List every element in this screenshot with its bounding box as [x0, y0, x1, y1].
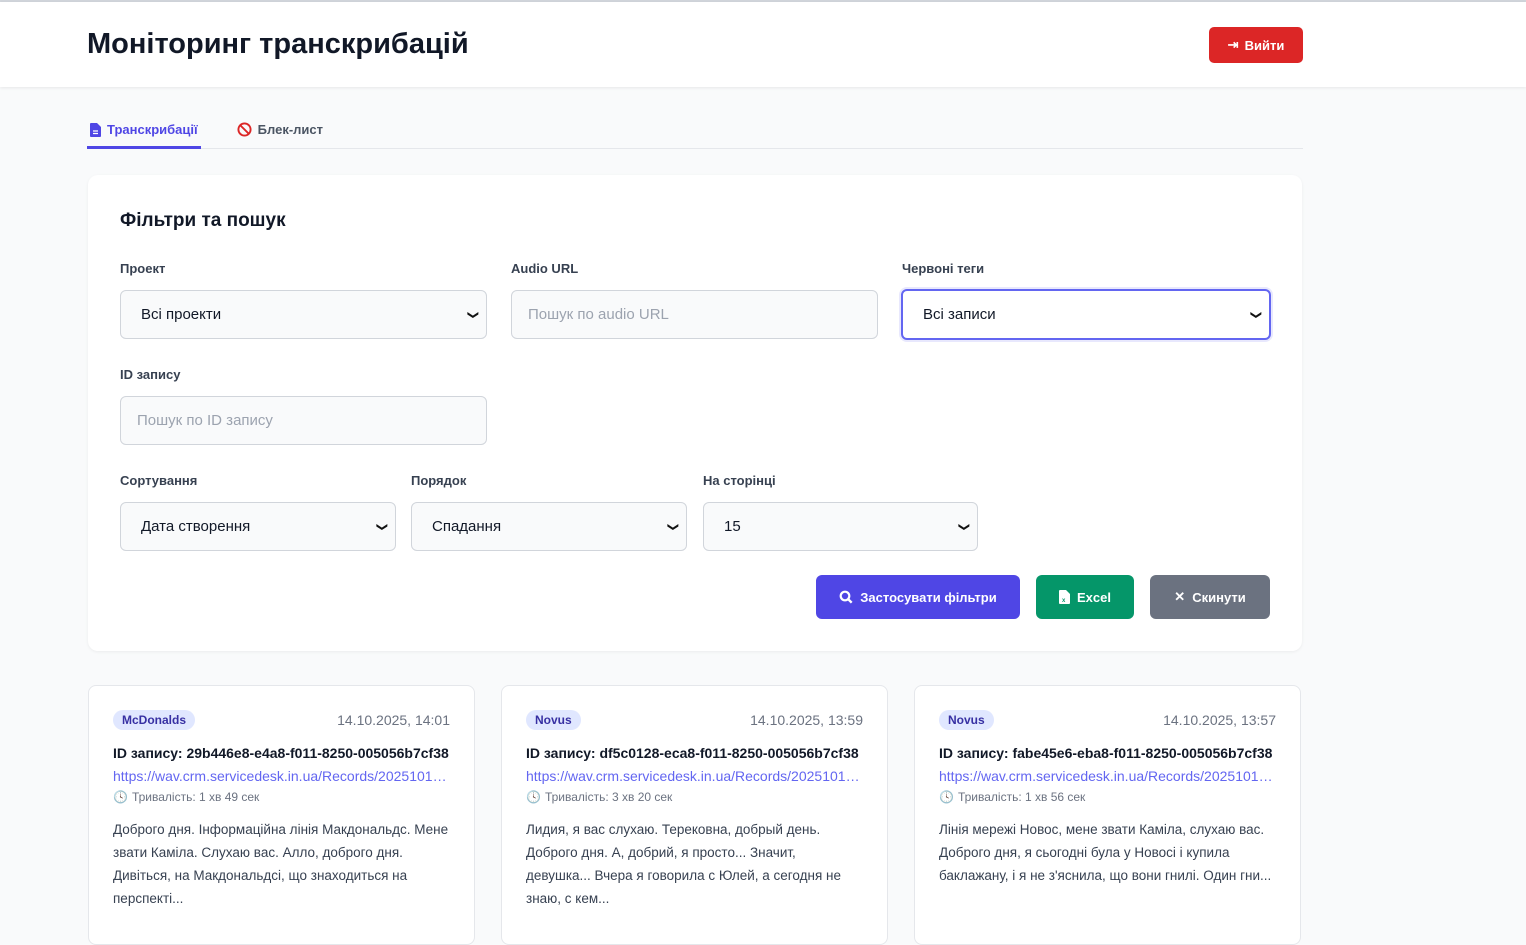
select-value: Всі записи: [923, 306, 996, 323]
record-id: ID запису: df5c0128-eca8-f011-8250-00505…: [526, 745, 859, 761]
filters-heading: Фільтри та пошук: [120, 210, 286, 231]
sign-out-icon: ⇥: [1227, 37, 1239, 52]
record-date: 14.10.2025, 13:57: [1163, 712, 1276, 728]
select-value: Всі проекти: [141, 306, 222, 323]
tab-label: Блек-лист: [257, 122, 324, 137]
transcript-preview: Лидия, я вас слухаю. Терековна, добрый д…: [526, 822, 842, 906]
project-label: Проект: [120, 261, 166, 276]
logout-label: Вийти: [1244, 37, 1285, 53]
select-value: Дата створення: [141, 518, 251, 535]
filters-card: Фільтри та пошук Проект Всі проекти ❯ Aud…: [88, 175, 1302, 651]
tabs: Транскрибації Блек-лист: [87, 110, 1303, 149]
file-excel-icon: x: [1059, 590, 1070, 604]
record-id-label: ID запису: [120, 367, 181, 382]
button-label: Застосувати фільтри: [860, 589, 997, 605]
tab-blacklist[interactable]: Блек-лист: [234, 110, 326, 149]
record-card[interactable]: Novus 14.10.2025, 13:59 ID запису: df5c0…: [501, 685, 888, 945]
header: Моніторинг транскрибацій ⇥ Вийти: [0, 2, 1526, 87]
project-badge: McDonalds: [113, 710, 196, 730]
chevron-down-icon: ❯: [1249, 309, 1262, 320]
clock-icon: 🕓: [113, 790, 128, 804]
audio-url-input[interactable]: Пошук по audio URL: [511, 290, 878, 339]
audio-url-label: Audio URL: [511, 261, 579, 276]
project-badge: Novus: [939, 710, 994, 730]
record-date: 14.10.2025, 13:59: [750, 712, 863, 728]
record-id: ID запису: 29b446e8-e4a8-f011-8250-00505…: [113, 745, 449, 761]
duration: 🕓 Тривалість: 1 хв 49 сек: [113, 790, 450, 804]
page-title: Моніторинг транскрибацій: [87, 28, 469, 60]
chevron-down-icon: ❯: [666, 521, 679, 532]
tab-transcriptions[interactable]: Транскрибації: [87, 110, 201, 149]
svg-text:x: x: [1062, 598, 1066, 604]
project-badge: Novus: [526, 710, 581, 730]
button-label: Excel: [1077, 589, 1111, 605]
select-value: 15: [724, 518, 741, 535]
ban-icon: [237, 122, 252, 137]
file-icon: [90, 122, 101, 137]
record-card[interactable]: McDonalds 14.10.2025, 14:01 ID запису: 2…: [88, 685, 475, 945]
per-page-label: На сторінці: [703, 473, 776, 488]
logout-button[interactable]: ⇥ Вийти: [1209, 27, 1303, 63]
project-select[interactable]: Всі проекти ❯: [120, 290, 487, 339]
record-id-input[interactable]: Пошук по ID запису: [120, 396, 487, 445]
per-page-select[interactable]: 15 ❯: [703, 502, 978, 551]
duration-text: Тривалість: 1 хв 56 сек: [957, 790, 1086, 804]
clock-icon: 🕓: [526, 790, 541, 804]
placeholder: Пошук по audio URL: [528, 306, 669, 323]
red-tags-label: Червоні теги: [902, 261, 985, 276]
excel-button[interactable]: x Excel: [1036, 575, 1134, 619]
search-icon: [839, 590, 853, 604]
select-value: Спадання: [432, 518, 502, 535]
tab-label: Транскрибації: [107, 122, 198, 137]
sort-select[interactable]: Дата створення ❯: [120, 502, 396, 551]
duration-text: Тривалість: 1 хв 49 сек: [131, 790, 260, 804]
transcript-preview: Лінія мережі Новос, мене звати Каміла, с…: [939, 822, 1272, 883]
chevron-down-icon: ❯: [466, 309, 479, 320]
duration: 🕓 Тривалість: 1 хв 56 сек: [939, 790, 1276, 804]
clock-icon: 🕓: [939, 790, 954, 804]
chevron-down-icon: ❯: [957, 521, 970, 532]
chevron-down-icon: ❯: [375, 521, 388, 532]
transcript-preview: Доброго дня. Інформаційна лінія Макдонал…: [113, 822, 449, 906]
close-icon: ✕: [1174, 589, 1186, 604]
duration-text: Тривалість: 3 хв 20 сек: [544, 790, 673, 804]
record-id: ID запису: fabe45e6-eba8-f011-8250-00505…: [939, 745, 1273, 761]
audio-link[interactable]: https://wav.crm.servicedesk.in.ua/Record…: [939, 768, 1276, 784]
button-label: Скинути: [1192, 589, 1246, 605]
order-select[interactable]: Спадання ❯: [411, 502, 687, 551]
duration: 🕓 Тривалість: 3 хв 20 сек: [526, 790, 863, 804]
red-tags-select[interactable]: Всі записи ❯: [901, 289, 1271, 340]
apply-filters-button[interactable]: Застосувати фільтри: [816, 575, 1020, 619]
record-card[interactable]: Novus 14.10.2025, 13:57 ID запису: fabe4…: [914, 685, 1301, 945]
audio-link[interactable]: https://wav.crm.servicedesk.in.ua/Record…: [526, 768, 863, 784]
audio-link[interactable]: https://wav.crm.servicedesk.in.ua/Record…: [113, 768, 450, 784]
placeholder: Пошук по ID запису: [137, 412, 273, 429]
reset-button[interactable]: ✕ Скинути: [1150, 575, 1270, 619]
record-date: 14.10.2025, 14:01: [337, 712, 450, 728]
sort-label: Сортування: [120, 473, 198, 488]
order-label: Порядок: [411, 473, 467, 488]
